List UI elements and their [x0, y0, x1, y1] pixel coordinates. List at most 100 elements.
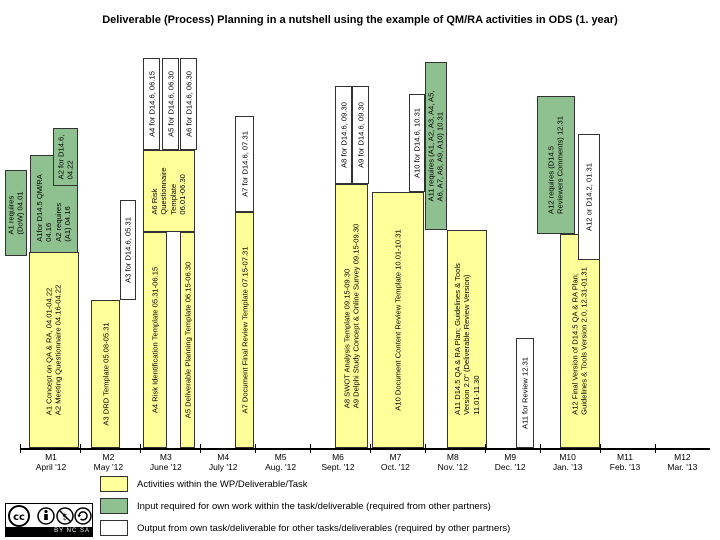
timeline-tick	[200, 444, 201, 453]
a6-output-box: A6 for D14.6, 06.30	[180, 58, 197, 150]
a11-output-box: A11 for Review 12.31	[516, 338, 534, 448]
a12-input-text: A12 requires (D14.5 Reviewers Comments) 1…	[547, 116, 566, 214]
month-label: M11 Feb. '13	[600, 452, 650, 472]
month-code: M2	[102, 452, 115, 462]
a9-output-text: A9 for D14.6, 09.30	[356, 102, 365, 168]
month-name: Aug. '12	[265, 462, 297, 472]
legend-activity-swatch	[100, 476, 128, 492]
a10-output-text: A10 for D14.6, 10.31	[412, 108, 421, 178]
a4-output-text: A4 for D14.6, 06.15	[147, 71, 156, 137]
box-text-line: A10 Document Content Review Template 10.…	[393, 229, 403, 411]
month-code: M10	[559, 452, 576, 462]
month-name: Jan. '13	[552, 462, 583, 472]
month-code: M12	[674, 452, 691, 462]
a3-output-box: A3 for D14.6, 05.31	[120, 200, 136, 300]
m2-activity-box: A3 DRD Template 05.08-05.31	[91, 300, 120, 448]
legend-activity-label: Activities within the WP/Deliverable/Tas…	[137, 479, 308, 490]
box-text-line: 11.01-11.30	[471, 375, 481, 415]
box-text-line: A11 for Review 12.31	[520, 356, 530, 430]
month-name: July '12	[208, 462, 238, 472]
svg-text:$: $	[62, 513, 68, 523]
legend-input-swatch	[100, 498, 128, 514]
box-text-line: A6 Risk	[150, 188, 160, 215]
cc-logo-icon: cc $	[8, 505, 92, 527]
month-name: Sept. '12	[321, 462, 355, 472]
a11-activity-box: A11 D14.5 QA & RA Plan; Guidelines & Too…	[447, 230, 487, 448]
box-text-line: A4 for D14.6, 06.15	[146, 71, 156, 137]
box-text-line: A2 for D14.6,	[56, 134, 66, 180]
m3-activity-a-box: A4 Risk Identification Template 05.31-06…	[143, 232, 167, 448]
month-code: M6	[332, 452, 344, 462]
month-label: M6 Sept. '12	[313, 452, 363, 472]
box-text-line: (DoW) 04.01	[16, 191, 25, 235]
a8-output-text: A8 for D14.6, 09.30	[339, 102, 348, 168]
timeline-tick	[485, 444, 486, 453]
a7-activity-box: A7 Document Final Review Template 07.15-…	[235, 212, 254, 448]
a12-activity-text: A12 Final Version of D14.5 QA & RA Plan;…	[571, 267, 590, 415]
month-name: June '12	[149, 462, 182, 472]
month-label: M2 May '12	[83, 452, 133, 472]
a6-activity-box: A6 Risk Questionnaire Template 06.01-06.30	[143, 150, 195, 232]
box-text-line: Questionnaire	[159, 167, 169, 215]
diagram-title: Deliverable (Process) Planning in a nuts…	[102, 14, 618, 26]
month-code: M11	[617, 452, 633, 462]
month-label: M9 Dec. '12	[485, 452, 535, 472]
box-text-line: Version 2.0" (Deliverable Review Version…	[462, 274, 472, 415]
cc-badge-by: BY	[54, 528, 64, 534]
box-text-line: A6 for D14.6, 06.30	[183, 71, 193, 137]
a11-activity-text: A11 D14.5 QA & RA Plan; Guidelines & Too…	[453, 263, 481, 415]
box-text-line: A1 Concept on QA & RA, 04.01-04.22	[44, 287, 54, 416]
month-label: M7 Oct. '12	[370, 452, 420, 472]
timeline-tick	[600, 444, 601, 453]
box-text-line: A2 Meeting Questionnaire 04.16-04.22	[54, 284, 63, 416]
a3-output-text: A3 for D14.6, 05.31	[123, 217, 132, 283]
box-text-line: A4 Risk Identification Template 05.31-06…	[150, 266, 160, 414]
a1-input-box: A1 requires (DoW) 04.01	[5, 170, 27, 256]
a8-activity-text: A8 SWOT Analysis Template 09.15-09.30 A9 …	[342, 224, 361, 408]
month-label: M3 June '12	[141, 452, 191, 472]
cc-badge-sa: SA	[79, 528, 90, 534]
legend-output-swatch	[100, 520, 128, 536]
box-text-line: Reviewers Comments) 12.31	[556, 116, 565, 214]
a7-output-text: A7 for D14.6, 07.31	[240, 131, 249, 197]
timeline-tick	[255, 444, 256, 453]
month-label: M10 Jan. '13	[543, 452, 593, 472]
a10-activity-text: A10 Document Content Review Template 10.…	[393, 229, 402, 410]
legend-output-label: Output from own task/deliverable for oth…	[137, 523, 511, 534]
a8-activity-box: A8 SWOT Analysis Template 09.15-09.30 A9 …	[335, 184, 368, 448]
a5-output-text: A5 for D14.6, 06.30	[166, 71, 175, 137]
timeline-tick	[540, 444, 541, 453]
box-text-line: Template	[169, 183, 178, 215]
a12-activity-box: A12 Final Version of D14.5 QA & RA Plan;…	[560, 234, 600, 448]
a11-output-text: A11 for Review 12.31	[520, 357, 529, 429]
a11-input-box: A11 requires (A1, A2, A3, A4, A5, A6, A7,…	[425, 62, 447, 230]
box-text-line: 06.01-06.30	[178, 174, 188, 215]
a9-output-box: A9 for D14.6, 09.30	[352, 86, 369, 184]
month-name: May '12	[93, 462, 124, 472]
timeline-tick	[80, 444, 81, 453]
a10-activity-box: A10 Document Content Review Template 10.…	[372, 192, 424, 448]
cc-badge-nc: NC	[66, 528, 78, 534]
box-text-line: A12 Final Version of D14.5 QA & RA Plan;	[570, 272, 580, 415]
a6-activity-text: A6 Risk Questionnaire Template 06.01-06.30	[150, 167, 188, 214]
timeline-tick	[425, 444, 426, 453]
cc-license-labels: BY NC SA	[6, 527, 92, 536]
a11-input-text: A11 requires (A1, A2, A3, A4, A5, A6, A7,…	[427, 91, 446, 202]
box-text-line: A11 D14.5 QA & RA Plan; Guidelines & Too…	[452, 263, 462, 415]
box-text-line: A8 SWOT Analysis Template 09.15-09.30	[342, 268, 352, 409]
box-text-line: A6, A7, A8, A9, A10) 10.31	[436, 111, 445, 202]
a10-output-box: A10 for D14.6, 10.31	[409, 94, 425, 192]
month-code: M4	[217, 452, 230, 462]
a6-output-text: A6 for D14.6, 06.30	[184, 71, 193, 137]
a2-output-text: A2 for D14.6, 04.22	[56, 135, 75, 180]
box-text-line: Guidelines & Tools Version 2.0, 12.31-01…	[580, 267, 589, 415]
month-code: M7	[389, 452, 402, 462]
svg-text:cc: cc	[13, 512, 25, 523]
month-name: Nov. '12	[437, 462, 468, 472]
month-label: M8 Nov. '12	[428, 452, 478, 472]
legend-input-label: Input required for own work within the t…	[137, 501, 491, 512]
box-text-line: A8 for D14.6, 09.30	[338, 102, 348, 168]
month-code: M1	[45, 452, 57, 462]
box-text-line: A7 Document Final Review Template 07.15-…	[239, 246, 249, 414]
timeline-tick	[655, 444, 656, 453]
